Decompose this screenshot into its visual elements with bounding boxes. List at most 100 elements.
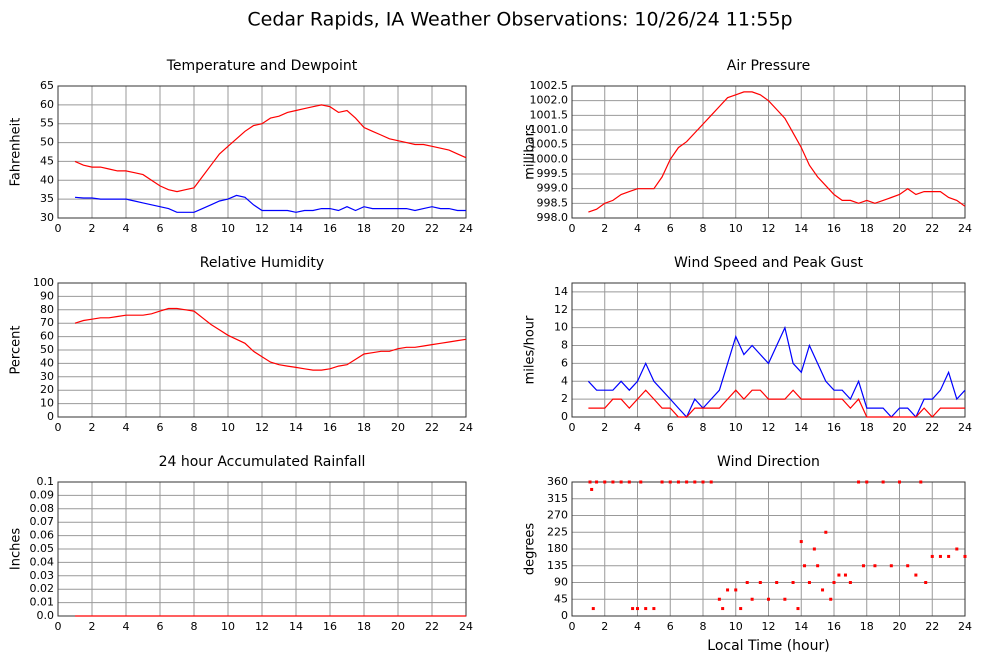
y-tick-label: 30 [40, 370, 54, 383]
y-tick-label: 0.06 [30, 529, 55, 542]
x-tick-label: 18 [860, 620, 874, 633]
scatter-point [590, 487, 594, 491]
y-tick-label: 10 [554, 321, 568, 334]
scatter-point [644, 607, 648, 611]
scatter-point [796, 607, 800, 611]
scatter-point [758, 581, 762, 584]
plot-border [571, 85, 966, 219]
chart-title: Temperature and Dewpoint [166, 58, 358, 74]
scatter-point [619, 480, 623, 484]
x-tick-label: 4 [123, 620, 130, 633]
x-tick-label: 2 [601, 421, 608, 434]
y-tick-label: 180 [547, 542, 568, 555]
y-tick-label: 998.0 [537, 211, 569, 224]
scatter-point [668, 480, 672, 484]
series-line [588, 91, 966, 213]
y-tick-label: 55 [40, 117, 54, 130]
chart-title: 24 hour Accumulated Rainfall [159, 454, 366, 470]
x-tick-label: 22 [925, 620, 939, 633]
x-tick-label: 24 [459, 421, 473, 434]
scatter-point [611, 480, 615, 484]
y-tick-label: 10 [40, 397, 54, 410]
scatter-point [816, 564, 820, 568]
scatter-point [676, 480, 680, 484]
scatter-point [767, 597, 770, 601]
x-tick-label: 12 [255, 620, 269, 633]
scatter-point [750, 597, 754, 601]
x-tick-label: 6 [157, 620, 164, 633]
y-tick-label: 30 [40, 211, 54, 224]
y-axis-label: millibars [523, 124, 538, 180]
scatter-point [803, 564, 807, 568]
scatter-point [906, 564, 910, 568]
y-tick-label: 0 [561, 609, 568, 622]
x-tick-label: 18 [860, 222, 874, 235]
x-tick-label: 16 [827, 620, 841, 633]
scatter-point [873, 564, 877, 568]
x-tick-label: 6 [667, 421, 674, 434]
y-tick-label: 999.0 [537, 182, 569, 195]
y-tick-label: 12 [554, 303, 568, 316]
scatter-point [783, 597, 787, 601]
y-tick-label: 20 [40, 383, 54, 396]
scatter-point [709, 480, 713, 484]
chart-title: Air Pressure [727, 58, 810, 74]
y-tick-label: 0.08 [30, 502, 55, 515]
scatter-point [848, 581, 852, 584]
x-tick-label: 6 [157, 222, 164, 235]
x-tick-label: 20 [893, 620, 907, 633]
scatter-point [963, 554, 967, 558]
y-tick-label: 0.03 [30, 569, 55, 582]
y-tick-label: 0.1 [37, 475, 55, 488]
chart-title: Wind Speed and Peak Gust [674, 255, 863, 271]
x-tick-label: 0 [55, 222, 62, 235]
x-tick-label: 0 [55, 421, 62, 434]
scatter-point [726, 588, 730, 592]
x-tick-label: 2 [89, 222, 96, 235]
x-tick-label: 24 [958, 222, 972, 235]
scatter-point [938, 554, 942, 558]
y-tick-label: 270 [547, 509, 568, 522]
series-line [587, 325, 966, 419]
scatter-point [829, 597, 833, 601]
scatter-point [639, 480, 643, 484]
x-tick-label: 4 [634, 421, 641, 434]
plot-border [571, 282, 966, 418]
x-tick-label: 0 [569, 222, 576, 235]
y-tick-label: 100 [33, 276, 54, 289]
x-tick-label: 18 [357, 421, 371, 434]
scatter-point [843, 573, 847, 577]
x-tick-label: 4 [634, 222, 641, 235]
plot-border [57, 85, 467, 219]
x-tick-label: 10 [729, 421, 743, 434]
plot-border [571, 481, 966, 617]
scatter-point [631, 607, 635, 611]
x-tick-label: 20 [391, 421, 405, 434]
x-tick-label: 10 [729, 620, 743, 633]
x-tick-label: 10 [221, 222, 235, 235]
y-tick-label: 1001.5 [530, 108, 569, 121]
scatter-point [924, 581, 928, 584]
scatter-point [812, 547, 816, 551]
x-tick-label: 6 [157, 421, 164, 434]
y-tick-label: 50 [40, 136, 54, 149]
scatter-point [861, 564, 865, 568]
x-tick-label: 0 [569, 421, 576, 434]
y-tick-label: 0 [561, 410, 568, 423]
x-tick-label: 14 [289, 222, 303, 235]
y-tick-label: 65 [40, 79, 54, 92]
y-tick-label: 0.09 [30, 488, 55, 501]
y-tick-label: 1000.0 [530, 152, 569, 165]
x-tick-label: 16 [827, 421, 841, 434]
scatter-point [591, 607, 595, 611]
y-tick-label: 999.5 [537, 167, 569, 180]
x-tick-label: 24 [459, 620, 473, 633]
plot-border [57, 282, 467, 418]
scatter-point [865, 480, 869, 484]
y-tick-label: 8 [561, 339, 568, 352]
scatter-point [824, 530, 828, 534]
y-tick-label: 70 [40, 316, 54, 329]
x-tick-label: 24 [958, 620, 972, 633]
y-axis-label: Fahrenheit [9, 118, 24, 187]
